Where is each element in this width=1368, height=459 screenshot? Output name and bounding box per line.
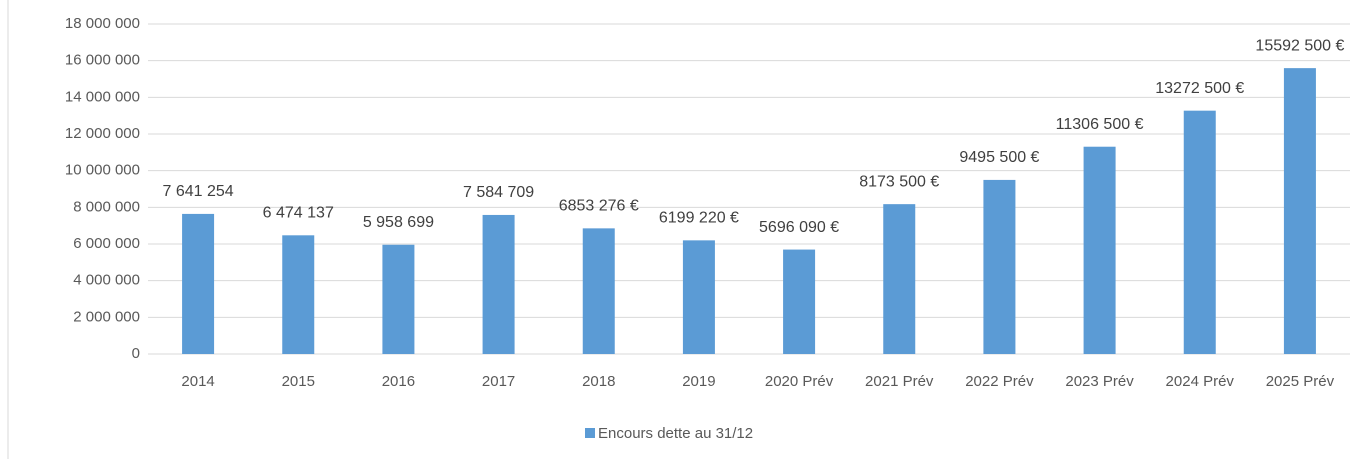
value-label: 7 641 254 bbox=[162, 183, 233, 200]
bar bbox=[883, 204, 916, 354]
x-tick-label: 2018 bbox=[582, 373, 615, 390]
legend-swatch bbox=[585, 428, 595, 438]
x-tick-label: 2023 Prév bbox=[1065, 373, 1134, 390]
bar bbox=[682, 240, 715, 354]
y-tick-label: 10 000 000 bbox=[65, 162, 140, 179]
value-label: 6199 220 € bbox=[659, 210, 739, 227]
value-label: 5696 090 € bbox=[759, 219, 839, 236]
value-label: 15592 500 € bbox=[1255, 37, 1344, 54]
value-label: 6853 276 € bbox=[559, 198, 639, 215]
y-tick-label: 4 000 000 bbox=[73, 272, 140, 289]
bar bbox=[382, 244, 415, 354]
bar bbox=[1283, 68, 1316, 354]
x-tick-label: 2017 bbox=[482, 373, 515, 390]
x-tick-label: 2024 Prév bbox=[1166, 373, 1235, 390]
x-tick-label: 2016 bbox=[382, 373, 415, 390]
bar bbox=[1083, 146, 1116, 354]
value-label: 13272 500 € bbox=[1155, 80, 1244, 97]
x-tick-label: 2015 bbox=[282, 373, 315, 390]
y-tick-label: 2 000 000 bbox=[73, 308, 140, 325]
y-tick-label: 18 000 000 bbox=[65, 15, 140, 32]
bar bbox=[182, 213, 215, 354]
value-label: 5 958 699 bbox=[363, 214, 434, 231]
x-tick-label: 2022 Prév bbox=[965, 373, 1034, 390]
y-tick-label: 12 000 000 bbox=[65, 125, 140, 142]
x-tick-label: 2014 bbox=[181, 373, 214, 390]
bar bbox=[1183, 110, 1216, 354]
bar bbox=[482, 214, 515, 354]
legend-label: Encours dette au 31/12 bbox=[598, 425, 753, 442]
x-tick-label: 2020 Prév bbox=[765, 373, 834, 390]
value-label: 9495 500 € bbox=[959, 149, 1039, 166]
bar bbox=[282, 235, 315, 354]
bar bbox=[983, 179, 1016, 354]
value-label: 7 584 709 bbox=[463, 184, 534, 201]
bar bbox=[582, 228, 615, 354]
y-tick-label: 14 000 000 bbox=[65, 88, 140, 105]
y-tick-label: 8 000 000 bbox=[73, 198, 140, 215]
value-label: 8173 500 € bbox=[859, 173, 939, 190]
x-tick-label: 2025 Prév bbox=[1266, 373, 1335, 390]
value-label: 6 474 137 bbox=[263, 205, 334, 222]
bar bbox=[783, 249, 816, 354]
y-tick-label: 6 000 000 bbox=[73, 235, 140, 252]
x-tick-label: 2019 bbox=[682, 373, 715, 390]
y-tick-label: 16 000 000 bbox=[65, 52, 140, 69]
value-label: 11306 500 € bbox=[1056, 116, 1144, 133]
y-tick-label: 0 bbox=[132, 345, 140, 362]
x-tick-label: 2021 Prév bbox=[865, 373, 934, 390]
